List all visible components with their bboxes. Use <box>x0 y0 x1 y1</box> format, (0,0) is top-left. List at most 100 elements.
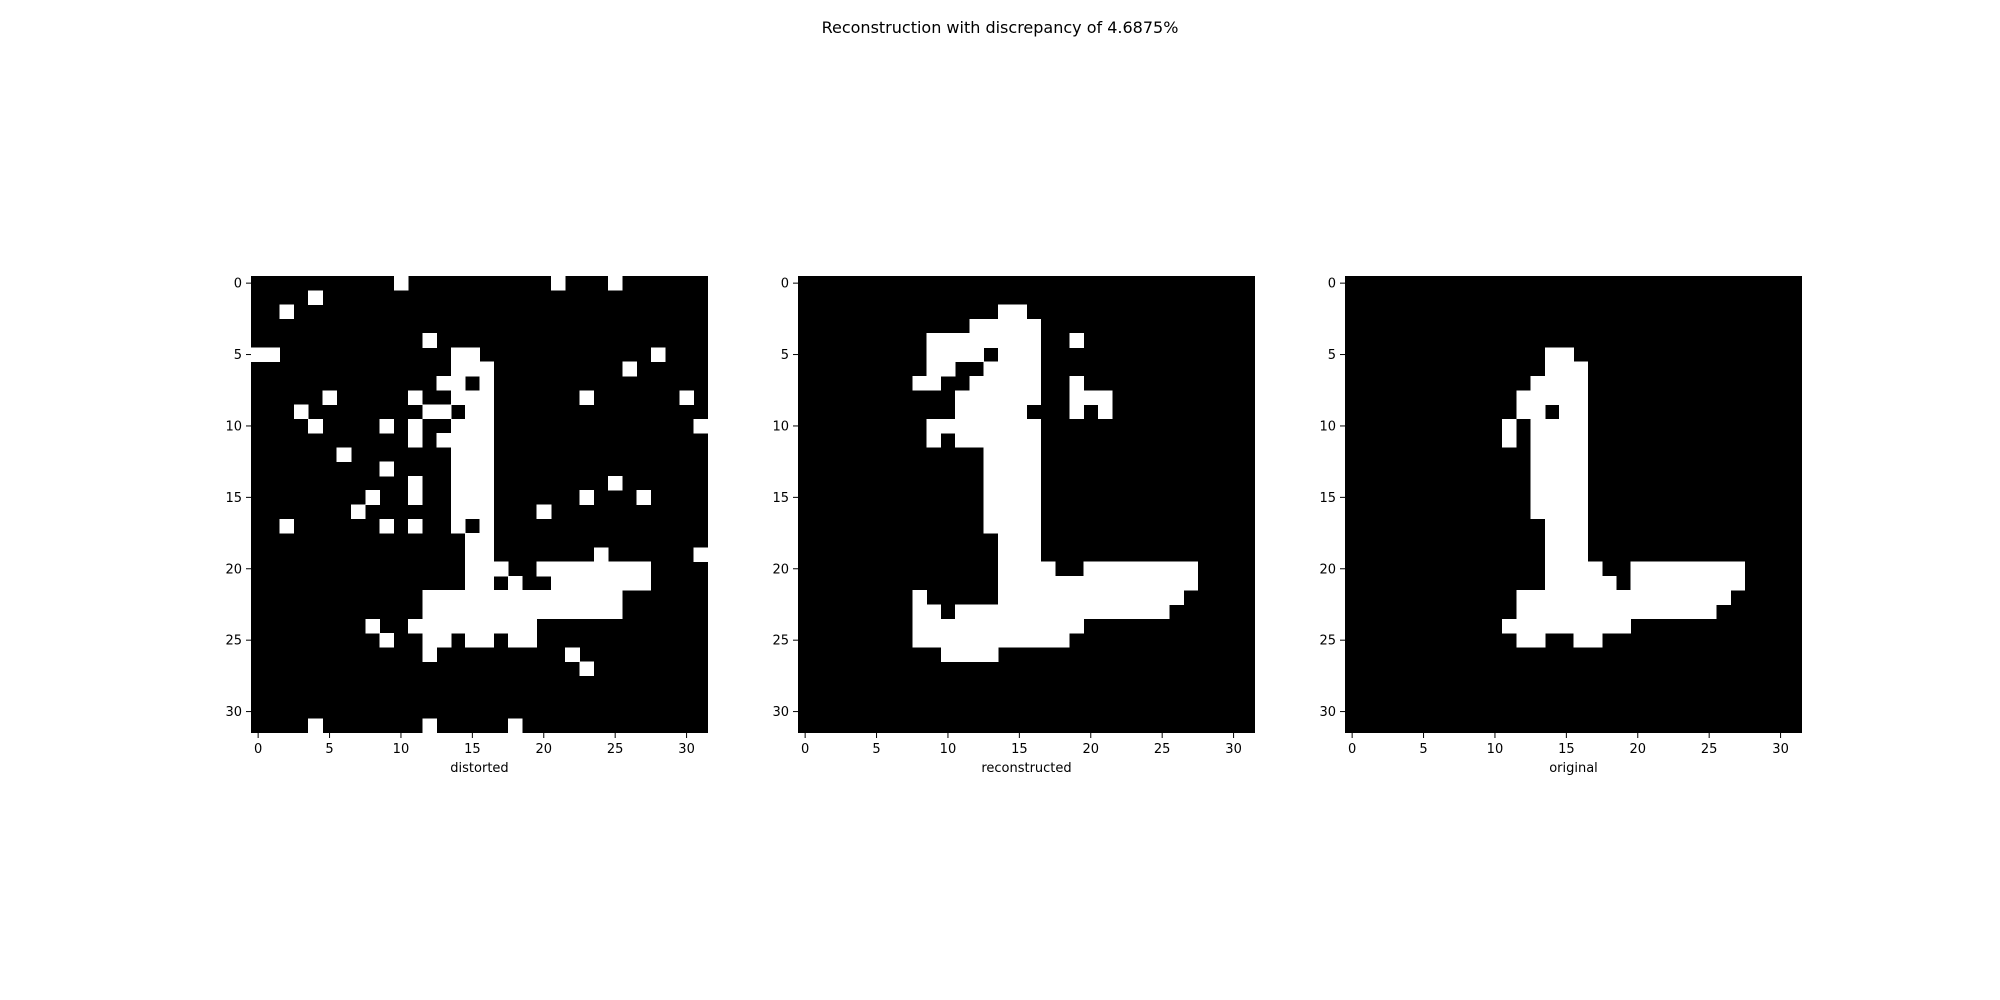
figure-title: Reconstruction with discrepancy of 4.687… <box>822 18 1179 37</box>
pixel-cell <box>565 604 580 620</box>
pixel-cell <box>579 490 595 505</box>
pixel-cell <box>1012 475 1027 491</box>
pixel-cell <box>1544 618 1560 634</box>
pixel-cell <box>955 347 970 363</box>
pixel-cell <box>550 276 566 291</box>
pixel-cell <box>408 390 423 405</box>
pixel-cell <box>1659 561 1674 577</box>
pixel-cell <box>293 404 309 420</box>
pixel-cell <box>1516 618 1532 634</box>
x-axis-label: reconstructed <box>981 761 1071 776</box>
pixel-cell <box>1026 590 1042 605</box>
pixel-cell <box>1544 447 1560 463</box>
pixel-cell <box>1069 390 1084 405</box>
pixel-cell <box>926 347 942 363</box>
pixel-cell <box>479 518 495 534</box>
x-tick-label: 25 <box>1154 742 1171 757</box>
pixel-cell <box>350 504 366 520</box>
pixel-cell <box>1587 604 1603 620</box>
pixel-cell <box>1630 561 1646 577</box>
pixel-cell <box>622 361 637 377</box>
pixel-cell <box>1559 547 1574 562</box>
pixel-cell <box>465 433 480 448</box>
pixel-cell <box>1112 561 1127 577</box>
pixel-cell <box>479 447 495 463</box>
pixel-cell <box>1544 604 1560 620</box>
pixel-cell <box>983 418 999 434</box>
pixel-cell <box>465 533 480 548</box>
pixel-cell <box>1012 304 1027 320</box>
pixel-cell <box>550 561 566 577</box>
pixel-cell <box>1026 475 1042 491</box>
pixel-cell <box>1012 618 1027 634</box>
pixel-cell <box>1040 561 1056 577</box>
pixel-cell <box>1530 390 1546 405</box>
pixel-cell <box>997 333 1013 348</box>
pixel-cell <box>1140 575 1156 591</box>
pixel-cell <box>955 433 970 448</box>
pixel-cell <box>565 647 580 662</box>
pixel-cell <box>1716 561 1731 577</box>
pixel-cell <box>1530 404 1546 420</box>
pixel-cell <box>1183 561 1199 577</box>
pixel-cell <box>997 633 1013 648</box>
pixel-cell <box>1097 590 1113 605</box>
pixel-cell <box>969 604 985 620</box>
pixel-cell <box>1026 361 1042 377</box>
pixel-cell <box>479 504 495 520</box>
pixel-cell <box>1644 575 1660 591</box>
pixel-cell <box>926 418 942 434</box>
pixel-cell <box>940 361 956 377</box>
pixel-cell <box>1673 575 1689 591</box>
pixel-cell <box>1055 590 1070 605</box>
pixel-cell <box>465 447 480 463</box>
pixel-cell <box>1587 633 1603 648</box>
pixel-cell <box>1530 490 1546 505</box>
pixel-cell <box>636 490 652 505</box>
pixel-cell <box>1530 447 1546 463</box>
pixel-cell <box>969 618 985 634</box>
pixel-cell <box>1702 561 1717 577</box>
pixel-cell <box>308 718 323 734</box>
pixel-cell <box>465 461 480 477</box>
pixel-cell <box>579 661 595 677</box>
pixel-cell <box>579 575 595 591</box>
pixel-cell <box>983 647 999 662</box>
pixel-cell <box>1026 347 1042 363</box>
x-tick-label: 10 <box>1487 742 1504 757</box>
pixel-cell <box>969 433 985 448</box>
pixel-cell <box>436 404 452 420</box>
y-tick-label: 10 <box>1319 419 1336 434</box>
pixel-cell <box>1544 590 1560 605</box>
pixel-cell <box>1026 333 1042 348</box>
pixel-cell <box>969 404 985 420</box>
pixel-cell <box>1559 561 1574 577</box>
pixel-cell <box>450 604 466 620</box>
pixel-cell <box>1573 475 1589 491</box>
pixel-cell <box>1069 375 1084 391</box>
y-tick-label: 5 <box>781 348 789 363</box>
pixel-cell <box>1012 418 1027 434</box>
pixel-cell <box>1026 518 1042 534</box>
pixel-cell <box>1687 590 1703 605</box>
pixel-cell <box>1026 618 1042 634</box>
pixel-cell <box>926 618 942 634</box>
pixel-cell <box>379 461 395 477</box>
pixel-cell <box>608 276 623 291</box>
pixel-cell <box>1659 604 1674 620</box>
pixel-cell <box>1573 461 1589 477</box>
pixel-cell <box>408 490 423 505</box>
pixel-cell <box>408 418 423 434</box>
pixel-cell <box>955 618 970 634</box>
pixel-cell <box>379 518 395 534</box>
pixel-cell <box>1055 618 1070 634</box>
pixel-cell <box>997 347 1013 363</box>
pixel-cell <box>1559 475 1574 491</box>
pixel-cell <box>693 418 709 434</box>
pixel-cell <box>436 433 452 448</box>
pixel-cell <box>608 475 623 491</box>
pixel-cell <box>983 375 999 391</box>
pixel-cell <box>636 561 652 577</box>
pixel-cell <box>1573 375 1589 391</box>
pixel-cell <box>1040 633 1056 648</box>
